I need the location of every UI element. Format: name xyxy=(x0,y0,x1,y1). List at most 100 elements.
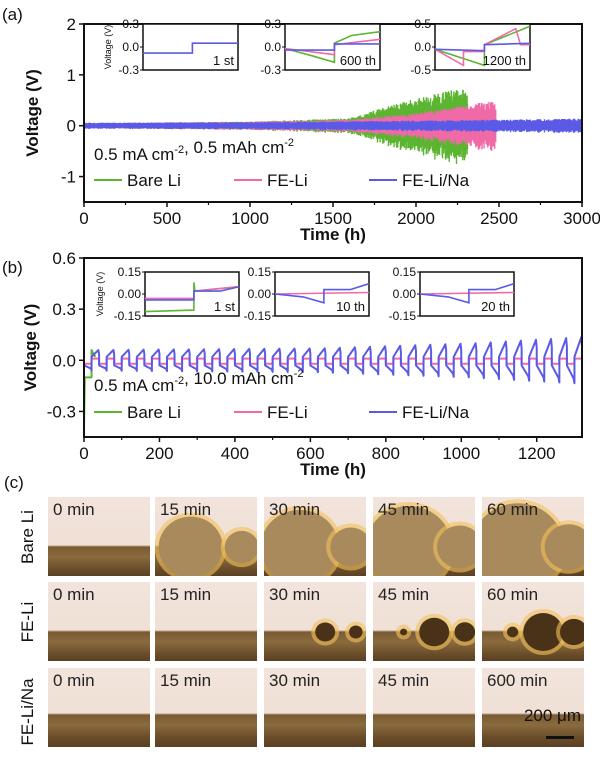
inset-frame xyxy=(142,23,239,71)
micrograph-frame: 60 min xyxy=(482,582,584,661)
inset-y-tick-label: 0.00 xyxy=(118,287,142,301)
inset-y-tick-label: -0.15 xyxy=(389,309,417,323)
panel-label: (b) xyxy=(2,258,23,277)
series-fe-li-na xyxy=(84,118,582,133)
dendrite-overlay xyxy=(311,618,366,646)
series-fe-li-na xyxy=(84,336,582,385)
x-tick-label: 1000 xyxy=(231,209,269,228)
x-tick-label: 500 xyxy=(153,209,181,228)
frame-time-label: 45 min xyxy=(378,500,430,519)
dendrite-blob xyxy=(560,618,584,646)
dendrite-blob xyxy=(264,509,339,576)
frame-time-label: 15 min xyxy=(160,500,212,519)
legend-label: FE-Li xyxy=(267,403,308,422)
scale-bar-label: 200 μm xyxy=(523,706,581,725)
dendrite-blob xyxy=(523,613,564,651)
inset-1200th: 0.5 0.0 -0.5 1200 th xyxy=(410,17,531,77)
row-label: FE-Li/Na xyxy=(18,677,37,746)
inset-y-tick-label: 0.0 xyxy=(264,40,281,54)
inset-20th: 0.15 0.00 -0.15 20 th xyxy=(389,265,515,323)
frame-time-label: 600 min xyxy=(487,671,548,690)
legend-item: FE-Li/Na xyxy=(369,403,470,422)
dendrite-blob xyxy=(400,628,408,636)
inset-series-line xyxy=(285,43,380,51)
inset-y-tick-label: -0.5 xyxy=(410,63,431,77)
x-tick-label: 2500 xyxy=(480,209,518,228)
micrograph-frame: 0 min xyxy=(48,582,150,661)
dendrite-blob xyxy=(158,516,223,576)
x-tick-label: 0 xyxy=(79,209,88,228)
frame-time-label: 15 min xyxy=(160,671,212,690)
dendrite-overlay xyxy=(503,609,584,655)
dendrite-blob xyxy=(315,622,336,642)
inset-y-axis-label: Voltage (V) xyxy=(103,25,113,70)
frame-time-label: 60 min xyxy=(487,585,539,604)
inset-600th: 0.3 0.0 -0.3 600 th xyxy=(260,17,381,77)
y-tick-label: 1 xyxy=(67,66,76,85)
inset-y-tick-label: -0.3 xyxy=(260,63,281,77)
x-tick-label: 600 xyxy=(296,444,324,463)
y-tick-label: 0.3 xyxy=(52,300,76,319)
micrograph-frame: 15 min xyxy=(155,582,257,661)
inset-y-tick-label: 0.15 xyxy=(248,265,272,279)
inset-10th: 0.15 0.00 -0.15 10 th xyxy=(244,265,370,323)
frame-time-label: 15 min xyxy=(160,585,212,604)
inset-y-axis-label: Voltage (V) xyxy=(95,272,105,317)
inset-series-line xyxy=(274,291,370,295)
dendrite-blob xyxy=(507,626,519,638)
micrograph-frame: 30 min xyxy=(264,497,366,576)
legend-item: Bare Li xyxy=(94,171,181,190)
micrograph-frame: 600 min 200 μm xyxy=(482,668,584,747)
x-tick-label: 0 xyxy=(79,444,88,463)
inset-1st: 0.3 0.0 -0.3 Voltage (V) 1 st xyxy=(103,17,239,77)
panel-b: (b) 0 200 400 600 800 1000 1200 0.6 0.3 0.0 -0.3 Tim… xyxy=(2,249,583,479)
frame-time-label: 45 min xyxy=(378,585,430,604)
inset-cycle-label: 1200 th xyxy=(483,53,526,68)
row-label: FE-Li xyxy=(18,601,37,642)
micrograph-frame: 30 min xyxy=(264,668,366,747)
inset-y-tick-label: -0.15 xyxy=(114,309,142,323)
panel-label: (c) xyxy=(4,473,24,492)
inset-cycle-label: 1 st xyxy=(214,299,235,314)
series-group xyxy=(84,89,582,164)
inset-cycle-label: 600 th xyxy=(340,53,376,68)
legend-label: FE-Li/Na xyxy=(402,171,470,190)
dendrite-blob xyxy=(349,625,363,639)
inset-y-tick-label: 0.0 xyxy=(414,40,431,54)
inset-y-tick-label: 0.5 xyxy=(414,17,431,31)
scale-bar xyxy=(546,736,574,739)
dendrite-blob xyxy=(224,530,257,564)
dendrite-blob xyxy=(419,617,450,647)
frame-time-label: 30 min xyxy=(269,500,321,519)
condition-annotation: 0.5 mA cm-2, 10.0 mAh cm-2 xyxy=(94,368,303,395)
x-tick-label: 400 xyxy=(221,444,249,463)
x-tick-label: 800 xyxy=(372,444,400,463)
micrograph-frame: 0 min xyxy=(48,497,150,576)
dendrite-overlay xyxy=(482,499,584,576)
micrograph-frame: 60 min xyxy=(482,497,584,576)
inset-series-line xyxy=(143,42,238,54)
inset-frame xyxy=(144,271,240,317)
micrograph-frame: 30 min xyxy=(264,582,366,661)
x-tick-label: 200 xyxy=(145,444,173,463)
inset-cycle-label: 10 th xyxy=(336,299,365,314)
inset-cycle-label: 1 st xyxy=(213,53,234,68)
micrograph-frame: 15 min xyxy=(155,497,257,576)
inset-y-tick-label: 0.00 xyxy=(248,287,272,301)
inset-y-tick-label: 0.3 xyxy=(264,17,281,31)
inset-series-line xyxy=(434,42,531,52)
inset-y-tick-label: 0.0 xyxy=(122,40,139,54)
micrograph-frame: 15 min xyxy=(155,668,257,747)
legend-item: Bare Li xyxy=(94,403,181,422)
x-tick-label: 1200 xyxy=(518,444,556,463)
inset-series-line xyxy=(434,25,531,67)
y-axis-label: Voltage (V) xyxy=(23,69,42,157)
micrograph-frame: 0 min xyxy=(48,668,150,747)
panel-label: (a) xyxy=(2,5,23,24)
inset-y-tick-label: -0.3 xyxy=(118,63,139,77)
dendrite-blob xyxy=(544,524,584,570)
inset-1st: 0.15 0.00 -0.15 Voltage (V) 1 st xyxy=(95,265,240,323)
x-tick-label: 1000 xyxy=(442,444,480,463)
inset-y-tick-label: 0.3 xyxy=(122,17,139,31)
